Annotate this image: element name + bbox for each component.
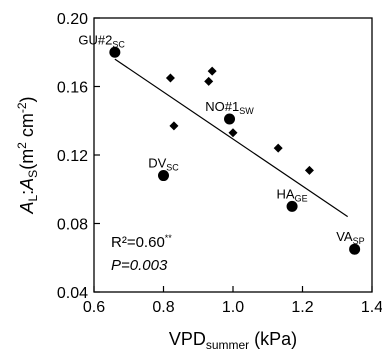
x-tick-label: 1.2 [291,299,313,316]
x-tick-label: 1.0 [222,299,244,316]
data-point-diamond [304,165,314,175]
point-labels: GU#2SC NO#1SW DVSC HAGE VASP [78,32,364,246]
data-point-diamond [165,73,175,83]
data-point-circle [224,113,236,125]
y-tick-label: 0.16 [57,80,88,97]
data-point-diamond [273,143,283,153]
data-point-circle [109,46,121,58]
x-axis-label: VPDsummer (kPa) [169,329,297,352]
x-tick-label: 0.6 [83,299,105,316]
data-point-diamond [204,76,214,86]
data-point-diamond [169,121,179,131]
data-point-circle [349,243,361,255]
data-point-label: DVSC [148,156,179,173]
data-point-circle [286,200,298,212]
data-point-label: VASP [336,229,364,246]
y-tick-labels: 0.04 0.08 0.12 0.16 0.20 [57,11,88,302]
data-point-label: NO#1SW [205,99,254,116]
y-tick-label: 0.04 [57,285,88,302]
p-value-annotation: P=0.003 [111,257,168,274]
y-tick-label: 0.20 [57,11,88,28]
data-point-diamond [207,66,217,76]
y-tick-label: 0.12 [57,148,88,165]
y-axis-label: AL:AS(m2 cm-2) [15,96,40,214]
y-tick-label: 0.08 [57,217,88,234]
r-squared-annotation: R²=0.60** [111,233,172,251]
data-point-diamond [228,128,238,138]
x-tick-label: 0.8 [152,299,174,316]
regression-line [114,58,349,218]
data-point-circle [158,170,169,182]
data-point-label: GU#2SC [78,32,125,49]
x-tick-label: 1.4 [361,299,382,316]
axis-ticks [93,17,373,293]
data-points [109,46,361,255]
x-tick-labels: 0.6 0.8 1.0 1.2 1.4 [83,299,382,316]
data-point-label: HAGE [277,186,308,203]
